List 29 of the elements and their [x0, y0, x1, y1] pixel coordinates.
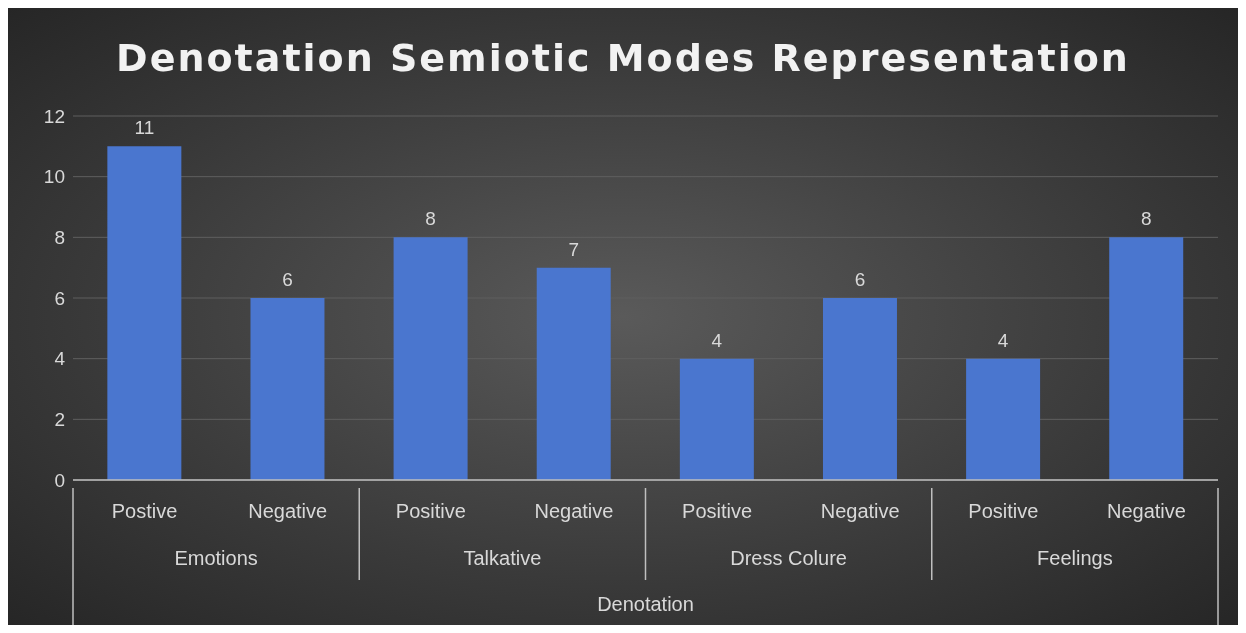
data-label: 6 [282, 269, 293, 290]
x-tick-label: Negative [534, 500, 614, 522]
y-tick-label: 4 [54, 348, 66, 370]
x-tick-label: Negative [248, 500, 328, 522]
y-tick-label: 10 [43, 166, 65, 188]
x-tick-label: Positive [395, 500, 466, 522]
y-tick-label: 8 [54, 227, 65, 249]
data-label: 4 [997, 329, 1009, 351]
x-tick-label: Postive [111, 500, 178, 522]
chart-title: Denotation Semiotic Modes Representation [115, 36, 1131, 80]
text: Feelings [1037, 547, 1113, 569]
data-label: 7 [568, 238, 580, 260]
x-axis-title: Denotation [597, 593, 694, 615]
y-tick-label: 12 [43, 105, 65, 127]
x-tick-label: Positive [682, 500, 753, 522]
text: Emotions [174, 547, 258, 569]
x-tick-label: Negative [1106, 500, 1186, 522]
x-tick-label: Positive [968, 500, 1039, 522]
data-label: 8 [1140, 208, 1152, 230]
data-label: 4 [711, 329, 723, 351]
data-label: 8 [425, 208, 436, 230]
y-tick-label: 6 [54, 287, 65, 309]
data-label: 6 [854, 269, 866, 290]
y-tick-label: 2 [54, 409, 65, 431]
x-tick-label: Negative [820, 500, 900, 522]
data-label: 11 [134, 117, 155, 139]
text: Dress Colure [730, 547, 847, 569]
y-tick-label: 0 [54, 469, 65, 491]
text: Talkative [463, 547, 542, 569]
